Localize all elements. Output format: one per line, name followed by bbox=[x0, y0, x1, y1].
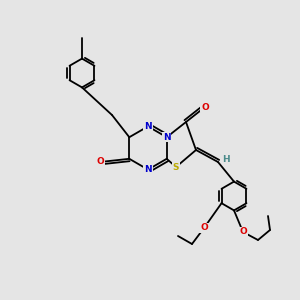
Text: N: N bbox=[163, 133, 170, 142]
Text: O: O bbox=[96, 158, 104, 166]
Text: S: S bbox=[173, 163, 179, 172]
Text: O: O bbox=[201, 103, 209, 112]
Text: H: H bbox=[223, 154, 230, 164]
Text: O: O bbox=[239, 227, 247, 236]
Text: N: N bbox=[144, 122, 152, 131]
Text: O: O bbox=[200, 224, 208, 232]
Text: N: N bbox=[144, 165, 152, 174]
